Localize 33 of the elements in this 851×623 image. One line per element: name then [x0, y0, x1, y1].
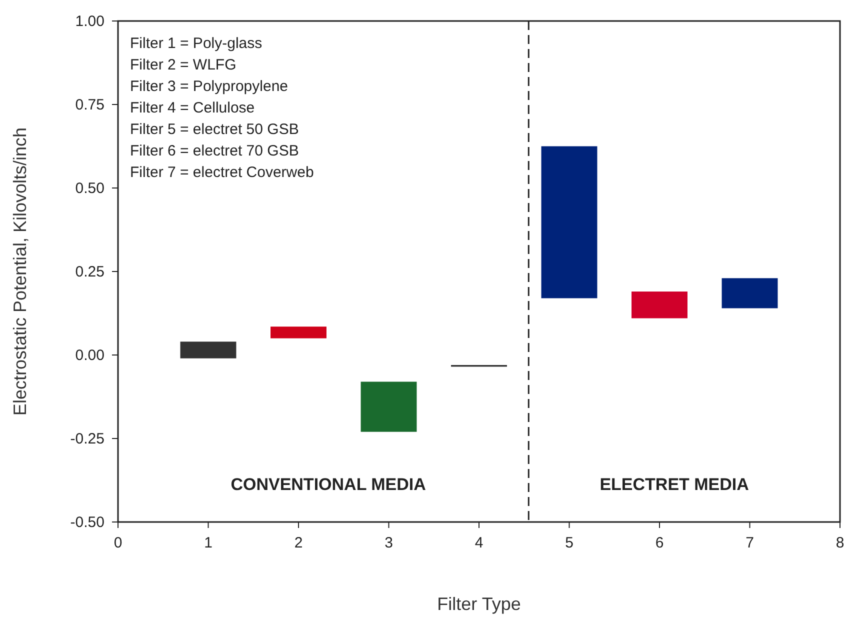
y-tick-label: 0.75 — [75, 96, 104, 114]
x-tick-label: 7 — [746, 534, 754, 552]
bar — [632, 292, 688, 318]
x-tick-label: 2 — [294, 534, 303, 552]
annotation: ELECTRET MEDIA — [600, 475, 749, 494]
x-tick-label: 1 — [204, 534, 212, 552]
y-tick-label: 0.50 — [75, 180, 104, 197]
y-tick-label: -0.25 — [70, 430, 104, 448]
bar — [360, 382, 417, 432]
bar — [722, 278, 778, 308]
annotation: Filter 2 = WLFG — [130, 56, 236, 74]
x-tick-label: 5 — [565, 534, 574, 552]
y-tick-label: 0.00 — [75, 346, 104, 364]
y-tick-label: 0.25 — [75, 263, 104, 280]
bar — [270, 326, 326, 338]
y-tick-label: 1.00 — [75, 12, 104, 30]
y-axis-title: Electrostatic Potential, Kilovolts/inch — [10, 127, 30, 416]
x-tick-label: 8 — [836, 534, 844, 552]
bar — [541, 146, 598, 298]
annotation: Filter 4 = Cellulose — [130, 100, 255, 116]
annotation: Filter 7 = electret Coverweb — [130, 164, 314, 181]
annotation: Filter 6 = electret 70 GSB — [130, 142, 299, 160]
y-tick-label: -0.50 — [70, 514, 104, 531]
x-axis-title: Filter Type — [437, 594, 521, 614]
x-tick-label: 4 — [474, 534, 484, 552]
x-tick-label: 0 — [114, 534, 122, 552]
annotation: Filter 1 = Poly-glass — [130, 35, 262, 52]
x-tick-label: 3 — [384, 534, 393, 552]
annotation: Filter 5 = electret 50 GSB — [130, 121, 299, 138]
annotation: Filter 3 = Polypropylene — [130, 78, 288, 95]
annotation: CONVENTIONAL MEDIA — [230, 475, 426, 494]
bar — [180, 342, 236, 358]
x-tick-label: 6 — [655, 534, 664, 552]
